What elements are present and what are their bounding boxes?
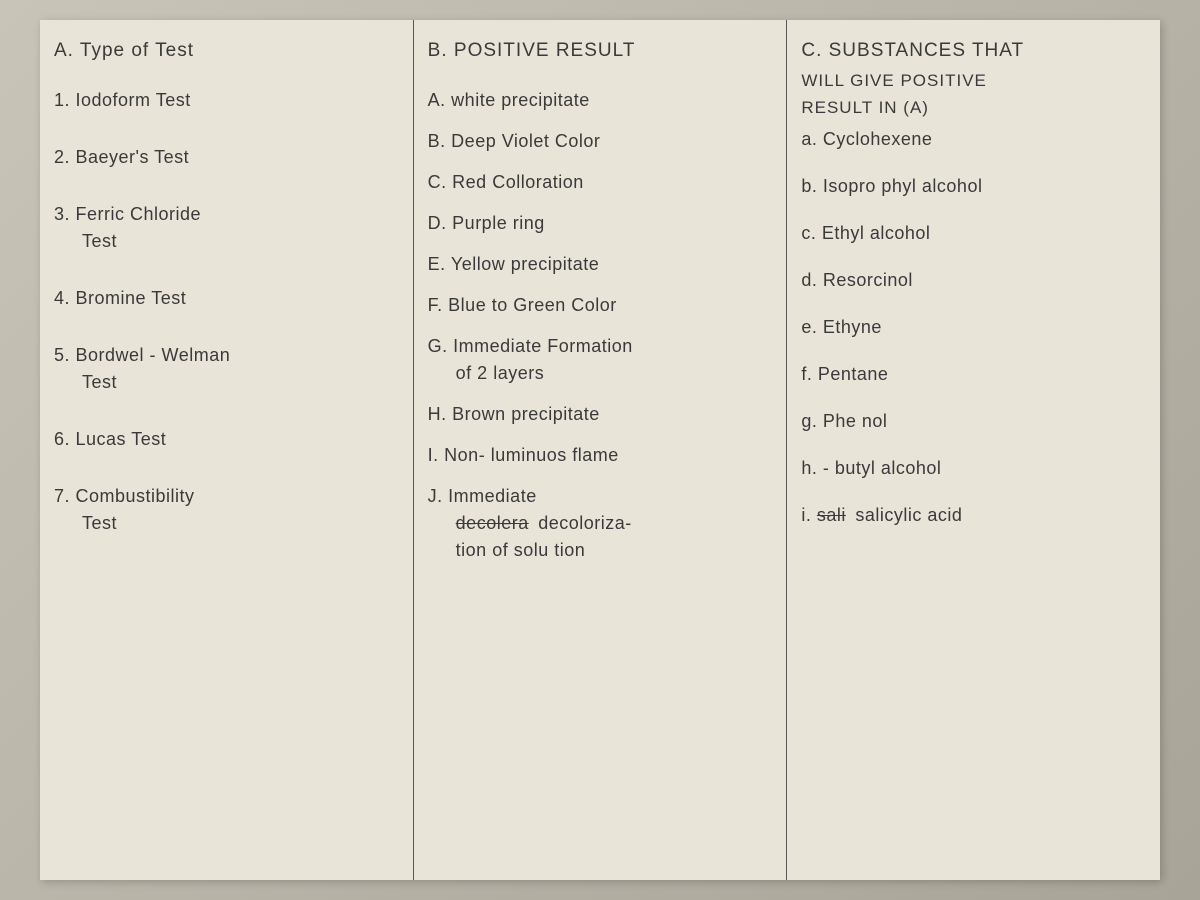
item-c-i: i. sali salicylic acid xyxy=(801,502,1146,529)
item-a-5: 5. Bordwel - Welman Test xyxy=(54,342,399,396)
item-c-d: d. Resorcinol xyxy=(801,267,1146,294)
item-b-j: J. Immediate decolera decoloriza- tion o… xyxy=(428,483,773,564)
item-c-h-rest: h. - butyl alcohol xyxy=(801,458,941,478)
column-b-positive-result: B. POSITIVE RESULT A. white precipitate … xyxy=(414,20,788,880)
column-a-type-of-test: A. Type of Test 1. Iodoform Test 2. Baey… xyxy=(40,20,414,880)
item-c-b: b. Isopro phyl alcohol xyxy=(801,173,1146,200)
item-b-j-strike: decolera xyxy=(456,513,529,533)
item-a-2: 2. Baeyer's Test xyxy=(54,144,399,171)
item-b-g-sub: of 2 layers xyxy=(456,360,773,387)
item-b-a: A. white precipitate xyxy=(428,87,773,114)
item-a-7: 7. Combustibility Test xyxy=(54,483,399,537)
item-c-c: c. Ethyl alcohol xyxy=(801,220,1146,247)
item-c-i-strike: sali xyxy=(817,505,846,525)
item-b-j-sub2: tion of solu tion xyxy=(456,537,773,564)
item-a-7-label: 7. Combustibility xyxy=(54,486,195,506)
item-b-d: D. Purple ring xyxy=(428,210,773,237)
item-a-5-label: 5. Bordwel - Welman xyxy=(54,345,230,365)
item-a-7-sub: Test xyxy=(82,510,399,537)
column-c-header-sub2: RESULT IN (A) xyxy=(801,96,1146,120)
item-b-j-label: J. Immediate xyxy=(428,486,537,506)
column-c-header-main: C. SUBSTANCES THAT xyxy=(801,40,1024,61)
item-c-i-rest: salicylic acid xyxy=(855,505,962,525)
item-b-g-label: G. Immediate Formation xyxy=(428,336,633,356)
column-c-header-sub1: WILL GIVE POSITIVE xyxy=(801,69,1146,93)
column-c-header: C. SUBSTANCES THAT WILL GIVE POSITIVE RE… xyxy=(801,38,1146,120)
item-a-3: 3. Ferric Chloride Test xyxy=(54,201,399,255)
item-c-h: h. - butyl alcohol xyxy=(801,455,1146,482)
item-b-g: G. Immediate Formation of 2 layers xyxy=(428,333,773,387)
item-c-a: a. Cyclohexene xyxy=(801,126,1146,153)
item-b-c: C. Red Colloration xyxy=(428,169,773,196)
column-c-substances: C. SUBSTANCES THAT WILL GIVE POSITIVE RE… xyxy=(787,20,1160,880)
item-c-f: f. Pentane xyxy=(801,361,1146,388)
item-a-3-label: 3. Ferric Chloride xyxy=(54,204,201,224)
paper-sheet: A. Type of Test 1. Iodoform Test 2. Baey… xyxy=(40,20,1160,880)
item-a-5-sub: Test xyxy=(82,369,399,396)
item-a-3-sub: Test xyxy=(82,228,399,255)
item-b-j-sub: decolera decoloriza- xyxy=(456,510,773,537)
item-b-i: I. Non- luminuos flame xyxy=(428,442,773,469)
item-a-1: 1. Iodoform Test xyxy=(54,87,399,114)
item-b-f: F. Blue to Green Color xyxy=(428,292,773,319)
item-c-g: g. Phe nol xyxy=(801,408,1146,435)
column-b-header: B. POSITIVE RESULT xyxy=(428,38,773,65)
item-a-6: 6. Lucas Test xyxy=(54,426,399,453)
item-b-e: E. Yellow precipitate xyxy=(428,251,773,278)
item-b-j-rest: decoloriza- xyxy=(538,513,632,533)
column-a-header: A. Type of Test xyxy=(54,38,399,65)
item-c-e: e. Ethyne xyxy=(801,314,1146,341)
item-b-b: B. Deep Violet Color xyxy=(428,128,773,155)
item-b-h: H. Brown precipitate xyxy=(428,401,773,428)
item-c-i-pre: i. xyxy=(801,505,817,525)
item-a-4: 4. Bromine Test xyxy=(54,285,399,312)
